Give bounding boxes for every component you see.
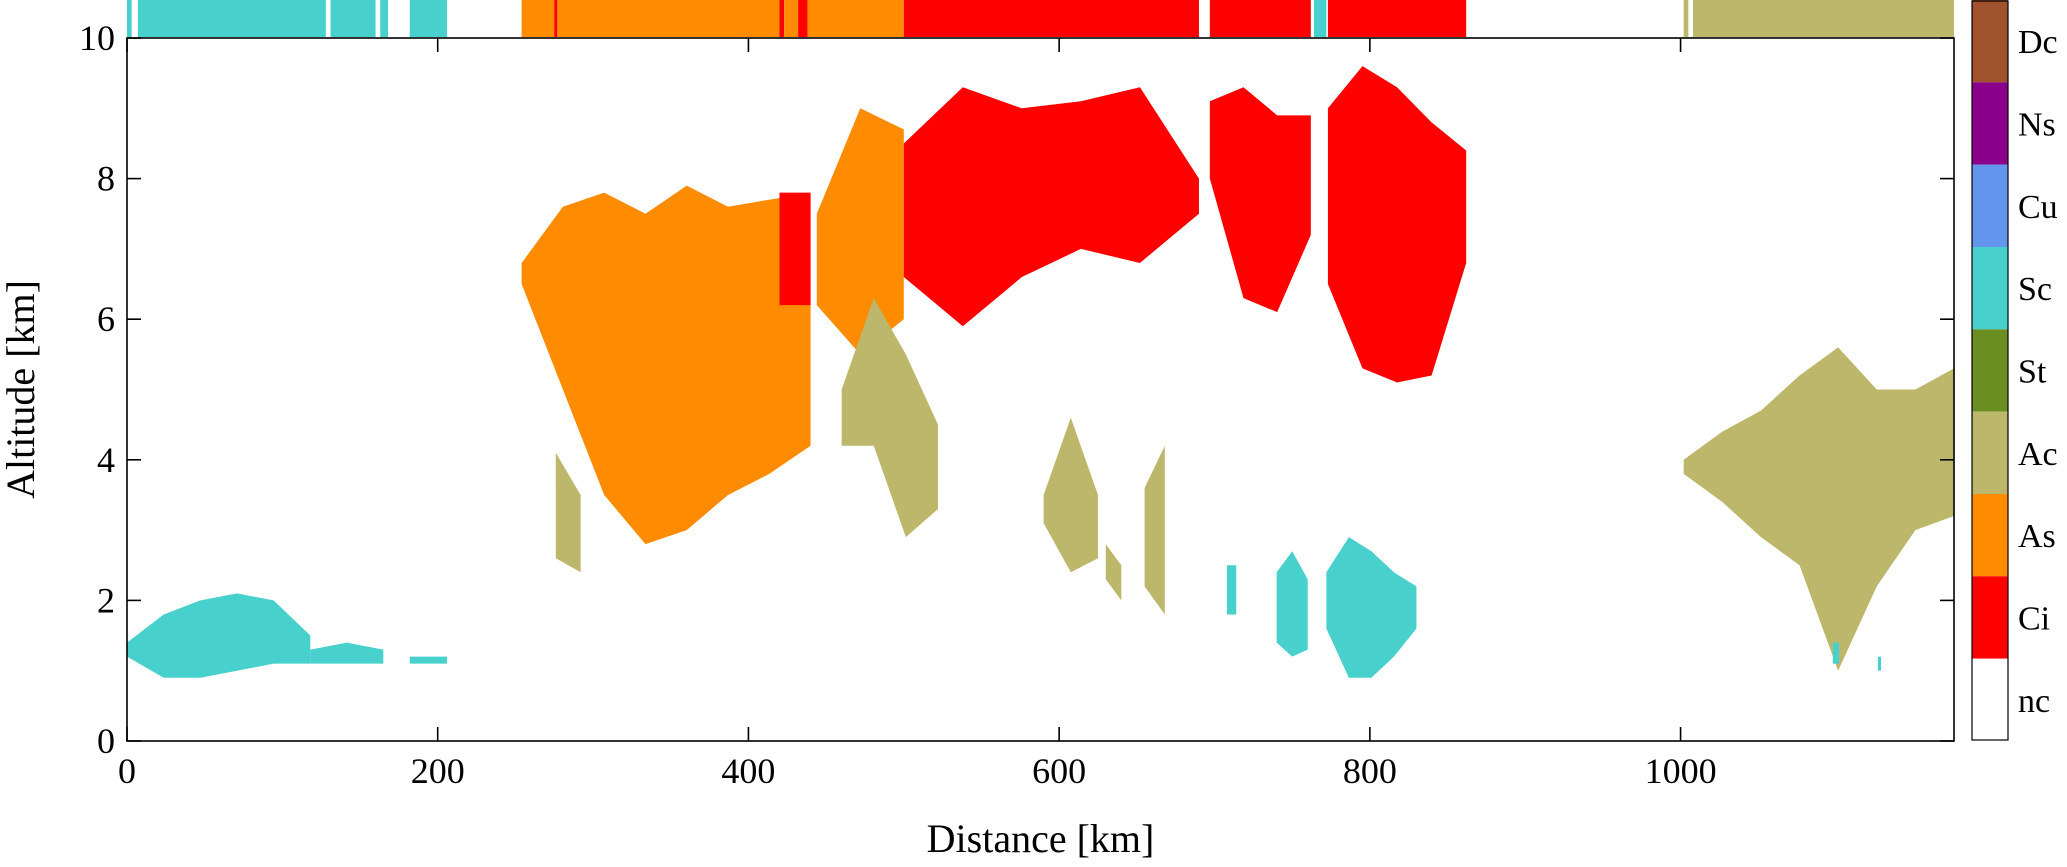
cloud-region-sc — [1326, 537, 1417, 678]
cloud-region-sc — [1877, 656, 1881, 671]
cloud-region-ci — [903, 87, 1199, 327]
strip-segment-sc — [409, 0, 448, 37]
strip-segment-sc — [380, 0, 388, 37]
x-tick-label: 600 — [1032, 751, 1086, 791]
strip-segment-ci — [798, 0, 808, 37]
cloud-region-sc — [1226, 565, 1237, 615]
colorbar-label-dc: Dc — [2018, 24, 2058, 61]
colorbar-swatch-sc — [1972, 247, 2008, 330]
cloud-region-ci — [1327, 66, 1467, 383]
y-tick-label: 8 — [97, 159, 115, 199]
colorbar-swatch-ns — [1972, 82, 2008, 165]
y-axis: 0 2 4 6 8 10 — [79, 18, 1954, 761]
cloud-region-sc — [409, 656, 448, 664]
colorbar-swatch-dc — [1972, 0, 2008, 83]
y-tick-label: 2 — [97, 580, 115, 620]
strip-segment-ac — [1693, 0, 1954, 37]
column-type-strip — [127, 0, 1954, 37]
cloud-region-sc — [310, 642, 384, 664]
strip-segment-sc — [330, 0, 376, 37]
strip-segment-ci — [779, 0, 785, 37]
strip-segment-as — [557, 0, 780, 37]
colorbar: Dc Ns Cu Sc St Ac As Ci nc — [1971, 0, 2058, 741]
cloud-region-sc — [1276, 551, 1308, 657]
x-tick-label: 400 — [721, 751, 775, 791]
colorbar-swatch-nc — [1972, 658, 2008, 741]
colorbar-swatch-st — [1972, 329, 2008, 412]
colorbar-label-sc: Sc — [2018, 271, 2052, 308]
x-axis-label: Distance [km] — [927, 816, 1155, 861]
strip-segment-as — [521, 0, 555, 37]
cloud-region-ci — [779, 192, 811, 306]
strip-segment-ci — [1209, 0, 1311, 37]
colorbar-label-nc: nc — [2018, 683, 2050, 720]
x-tick-label: 800 — [1343, 751, 1397, 791]
colorbar-swatch-cu — [1972, 164, 2008, 247]
strip-segment-sc — [127, 0, 132, 37]
strip-segment-ci — [1327, 0, 1467, 37]
colorbar-label-ac: Ac — [2018, 436, 2058, 473]
strip-segment-ac — [1683, 0, 1689, 37]
colorbar-label-st: St — [2018, 354, 2047, 391]
strip-segment-ci — [554, 0, 558, 37]
cloud-region-as — [816, 108, 904, 355]
strip-segment-ci — [903, 0, 1199, 37]
cloud-region-ac — [555, 452, 581, 573]
cloud-region-sc — [127, 593, 311, 678]
cloud-class-field — [127, 66, 1954, 678]
strip-segment-sc — [137, 0, 326, 37]
strip-segment-as — [784, 0, 799, 37]
x-axis: 0 200 400 600 800 1000 — [118, 38, 1717, 791]
x-tick-label: 1000 — [1645, 751, 1717, 791]
colorbar-label-cu: Cu — [2018, 189, 2058, 226]
cloud-region-ac — [841, 298, 938, 538]
colorbar-swatch-ac — [1972, 411, 2008, 494]
colorbar-swatch-ci — [1972, 576, 2008, 659]
y-tick-label: 0 — [97, 721, 115, 761]
x-tick-label: 200 — [411, 751, 465, 791]
cloud-region-ci — [1209, 87, 1311, 313]
cloud-region-ac — [1105, 544, 1122, 601]
x-tick-label: 0 — [118, 751, 136, 791]
colorbar-label-ns: Ns — [2018, 107, 2056, 144]
y-tick-label: 10 — [79, 18, 115, 58]
cloud-region-ac — [1683, 347, 1954, 671]
y-tick-label: 6 — [97, 299, 115, 339]
cloud-region-ac — [1043, 417, 1098, 573]
y-axis-label: Altitude [km] — [0, 280, 43, 499]
colorbar-label-as: As — [2018, 518, 2056, 555]
strip-segment-sc — [1313, 0, 1327, 37]
cloud-region-ac — [1144, 445, 1165, 615]
colorbar-swatch-as — [1972, 494, 2008, 577]
cloud-region-as — [521, 185, 811, 545]
colorbar-label-ci: Ci — [2018, 601, 2050, 638]
strip-segment-as — [807, 0, 904, 37]
y-tick-label: 4 — [97, 440, 115, 480]
colorbar-frame — [1971, 0, 2009, 741]
plot-frame — [126, 37, 1955, 742]
cloud-region-sc — [1832, 642, 1840, 664]
